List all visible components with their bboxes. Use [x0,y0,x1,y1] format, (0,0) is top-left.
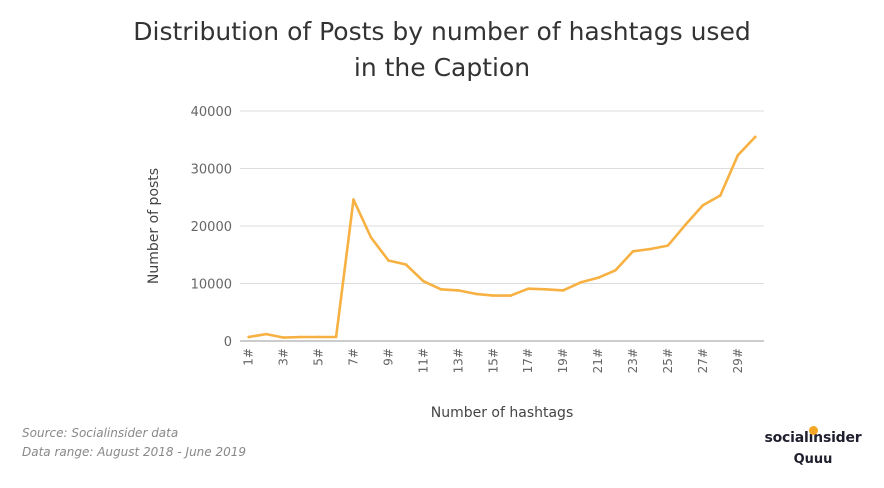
quuu-logo: Quuu [793,452,833,467]
data-point [457,289,460,292]
series-line [247,135,757,339]
y-axis-label: Number of posts [146,168,162,284]
chart-title-line-1: Distribution of Posts by number of hasht… [133,17,751,46]
data-point [317,335,320,339]
data-point [666,244,670,247]
data-point [614,268,617,272]
x-tick-label: 29# [731,348,745,373]
x-tick-label: 21# [591,348,605,373]
x-tick-label: 11# [416,348,430,373]
data-point [544,287,547,291]
data-point [526,287,530,290]
x-tick-label: 17# [521,348,535,373]
data-point [509,294,513,297]
data-point [491,294,495,297]
x-tick-label: 9# [381,348,395,366]
data-point [387,259,390,262]
y-axis-ticks: 0 10000 20000 30000 40000 [191,105,232,350]
data-point [264,332,268,336]
data-point [631,250,635,253]
x-axis-ticks: 1# 3# 5# 7# 9# 11# 13# 15# 17# 19# 21# 23# 25# 27# 29# [242,348,745,373]
data-point [247,335,251,339]
x-tick-label: 15# [486,348,500,373]
data-point [439,287,443,291]
data-point [334,335,338,339]
y-tick-label: 10000 [191,278,232,293]
data-point [474,292,478,296]
data-point [596,276,600,280]
brand-logos: socialinsider Quuu [758,426,868,467]
x-tick-label: 23# [626,348,640,373]
chart-title-line-2: in the Caption [353,53,531,82]
x-tick-label: 5# [312,348,326,366]
data-point [753,135,757,139]
y-tick-label: 30000 [191,163,232,178]
logo-dot-icon [809,426,818,435]
x-tick-label: 3# [277,348,291,366]
chart-title: Distribution of Posts by number of hasht… [0,14,884,86]
data-point [579,281,582,284]
socialinsider-logo: socialinsider [758,426,868,446]
x-tick-label: 19# [556,348,570,373]
data-point [701,204,705,207]
data-point [352,198,355,201]
data-point [684,223,687,227]
data-point [422,279,425,283]
source-line: Source: Socialinsider data [22,426,179,440]
y-tick-label: 20000 [191,220,232,235]
data-point [299,335,303,339]
data-point [369,236,373,239]
data-point [719,194,722,197]
x-tick-label: 25# [661,348,675,373]
y-tick-label: 0 [224,335,232,350]
grid-lines [240,110,764,342]
data-range-line: Data range: August 2018 - June 2019 [22,445,247,459]
x-axis-label: Number of hashtags [431,405,574,421]
socialinsider-logo-text: socialinsider [764,430,862,446]
x-tick-label: 1# [242,348,256,366]
series-line-group [247,135,757,339]
data-point [404,263,408,266]
source-note: Source: Socialinsider data Data range: A… [22,424,246,462]
x-tick-label: 13# [451,348,465,373]
x-tick-label: 7# [347,348,361,366]
data-point [649,247,652,251]
data-point [561,289,565,292]
data-point [282,336,285,339]
y-tick-label: 40000 [191,105,232,120]
x-tick-label: 27# [696,348,710,373]
data-point [736,153,740,157]
